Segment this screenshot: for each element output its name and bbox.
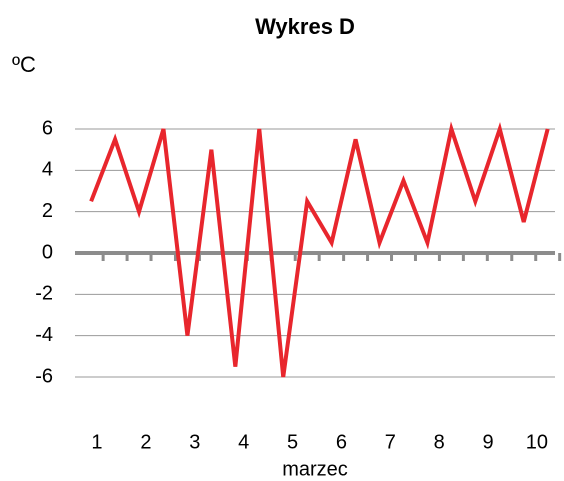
x-axis-label: marzec [282,458,348,480]
chart-title: Wykres D [255,14,355,39]
x-tick-label: 10 [526,431,548,453]
y-tick-label: 6 [42,117,53,139]
x-tick-label: 1 [91,431,102,453]
y-tick-label: 0 [42,241,53,263]
y-tick-label: -6 [35,365,53,387]
x-tick-label: 7 [385,431,396,453]
x-tick-label: 2 [140,431,151,453]
y-tick-label: 4 [42,159,53,181]
data-line [89,121,550,378]
x-tick-label: 8 [434,431,445,453]
x-tick-label: 4 [238,431,249,453]
y-tick-label: 2 [42,200,53,222]
y-tick-label: -2 [35,283,53,305]
y-axis-label: ºC [12,52,36,77]
y-tick-label: -4 [35,324,53,346]
x-tick-label: 9 [482,431,493,453]
x-tick-label: 6 [336,431,347,453]
x-tick-label: 3 [189,431,200,453]
x-tick-label: 5 [287,431,298,453]
